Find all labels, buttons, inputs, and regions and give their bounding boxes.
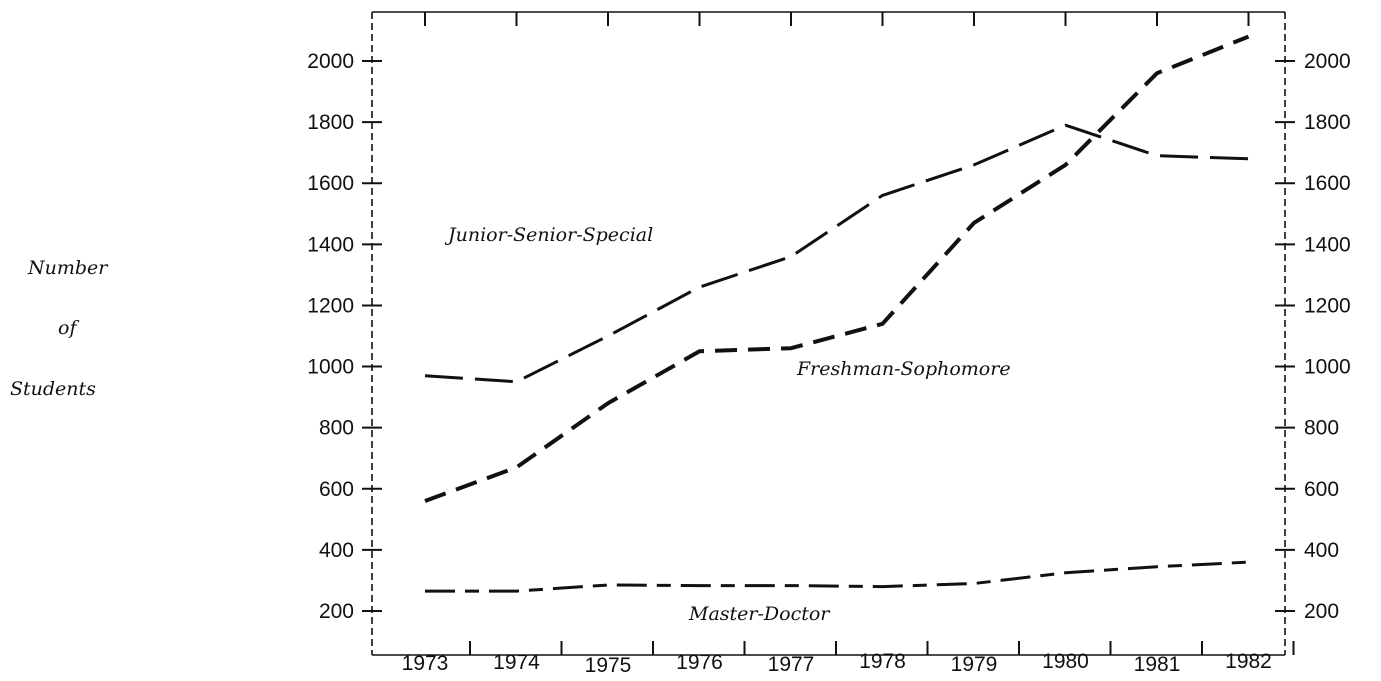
y-tick-label-left: 400 — [319, 539, 354, 562]
y-tick-label-right: 1000 — [1304, 356, 1351, 379]
series-label: Freshman-Sophomore — [796, 358, 1011, 380]
y-tick-label-left: 1000 — [307, 356, 354, 379]
plot-frame — [371, 11, 1286, 656]
y-tick-label-right: 800 — [1304, 417, 1339, 440]
y-tick-label-right: 1600 — [1304, 172, 1351, 195]
y-tick-label-left: 200 — [319, 600, 354, 623]
x-tick-label: 1974 — [493, 651, 540, 674]
x-tick-label: 1975 — [585, 654, 632, 677]
y-tick-label-left: 1800 — [307, 111, 354, 134]
series-line — [425, 560, 1249, 593]
x-tick-labels: 1973 1974 1975 1976 1977 1978 1979 1980 1981 1982 — [402, 650, 1272, 677]
x-tick-label: 1973 — [402, 652, 449, 675]
x-tick-label: 1979 — [951, 653, 998, 676]
x-tick-label: 1980 — [1042, 650, 1089, 673]
y-tick-label-right: 1800 — [1304, 111, 1351, 134]
x-tick-label: 1981 — [1134, 653, 1181, 676]
y-tick-label-right: 1200 — [1304, 294, 1351, 317]
y-tick-label-left: 1200 — [307, 294, 354, 317]
series-line — [424, 34, 1250, 503]
y-tick-label-left: 1600 — [307, 172, 354, 195]
series-lines — [424, 34, 1250, 593]
y-axis-title-line: Number — [27, 257, 109, 279]
y-axis-title: Number of Students — [10, 257, 109, 400]
series-line — [424, 123, 1249, 384]
y-tick-labels-left: 200 400 600 800 1000 1200 1400 1600 1800 2000 — [307, 50, 354, 623]
x-tick-label: 1976 — [676, 651, 723, 674]
y-tick-label-left: 2000 — [307, 50, 354, 73]
x-tick-label: 1977 — [768, 653, 815, 676]
y-tick-label-right: 1400 — [1304, 233, 1351, 256]
y-tick-label-left: 800 — [319, 417, 354, 440]
x-tick-label: 1978 — [859, 650, 906, 673]
y-tick-labels-right: 200 400 600 800 1000 1200 1400 1600 1800 2000 — [1304, 50, 1351, 623]
y-tick-label-right: 2000 — [1304, 50, 1351, 73]
x-tick-label: 1982 — [1225, 650, 1272, 673]
y-axis-title-line: Students — [10, 378, 96, 400]
y-tick-label-right: 600 — [1304, 478, 1339, 501]
series-label: Junior-Senior-Special — [444, 224, 653, 246]
y-axis-title-line: of — [58, 317, 79, 339]
axis-ticks — [362, 12, 1295, 655]
series-labels: Junior-Senior-Special Freshman-Sophomore M… — [444, 224, 1011, 625]
series-label: Master-Doctor — [688, 603, 831, 625]
y-tick-label-right: 400 — [1304, 539, 1339, 562]
y-tick-label-right: 200 — [1304, 600, 1339, 623]
y-tick-label-left: 600 — [319, 478, 354, 501]
y-tick-label-left: 1400 — [307, 233, 354, 256]
